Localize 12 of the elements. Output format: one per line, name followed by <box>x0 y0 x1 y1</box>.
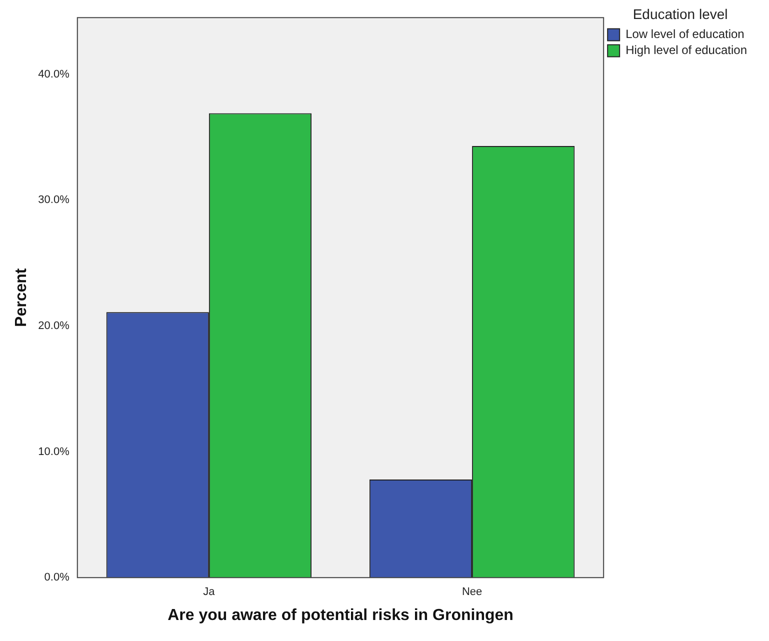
legend-label: Low level of education <box>626 27 744 42</box>
y-tick-label: 20.0% <box>38 320 70 332</box>
x-axis-title: Are you aware of potential risks in Groningen <box>168 606 514 624</box>
legend-label: High level of education <box>626 43 748 58</box>
x-tick-label: Ja <box>203 586 216 598</box>
y-tick-label: 40.0% <box>38 68 70 80</box>
legend-title: Education level <box>632 6 728 22</box>
y-tick-label: 10.0% <box>38 446 70 458</box>
y-tick-label: 30.0% <box>38 194 70 206</box>
y-tick-label: 0.0% <box>44 572 70 584</box>
x-tick-label: Nee <box>462 586 482 598</box>
y-axis-title: Percent <box>13 268 30 327</box>
